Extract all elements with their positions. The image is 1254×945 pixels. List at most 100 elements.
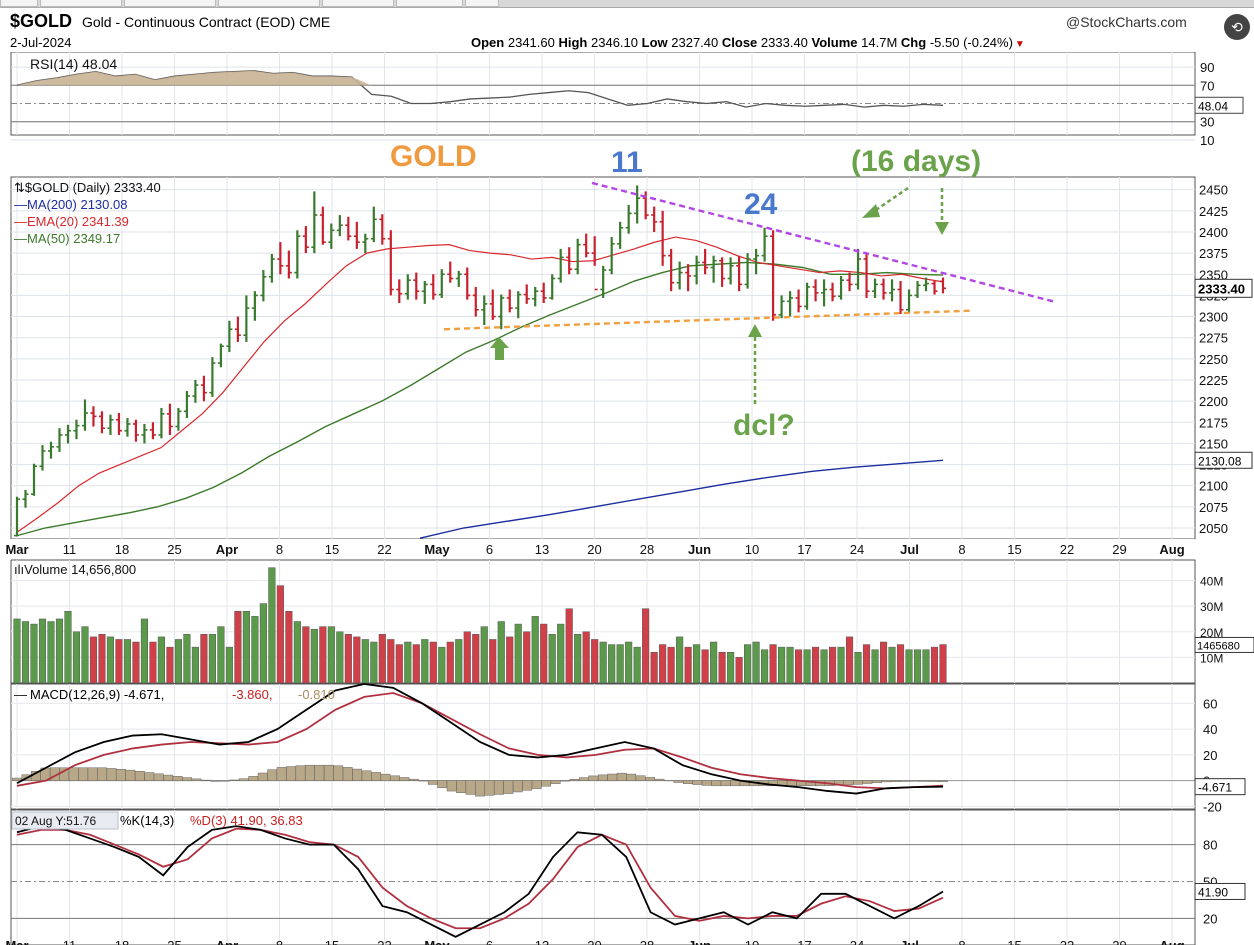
volume-bar [429, 641, 437, 684]
macd-histogram-bar [371, 772, 381, 781]
browser-tab[interactable] [40, 0, 122, 7]
cycle-11-annotation: 11 [611, 146, 643, 179]
low-value: 2327.40 [671, 35, 719, 50]
date-axis-label-bottom: 29 [1112, 938, 1126, 945]
browser-tab[interactable] [465, 0, 499, 7]
macd-histogram-bar [465, 780, 476, 795]
date-axis-label: 6 [486, 542, 493, 557]
volume-bar [123, 639, 132, 684]
browser-tab[interactable] [322, 0, 394, 7]
date-axis-label-bottom: 10 [745, 938, 759, 945]
volume-axis-label: 20M [1200, 626, 1223, 640]
stockcharts-brand[interactable]: @StockCharts.com [1066, 14, 1187, 30]
price-axis-label: 2175 [1199, 415, 1228, 430]
volume-bar [625, 641, 633, 684]
price-axis-label: 2450 [1199, 183, 1228, 198]
volume-bar [293, 621, 301, 684]
date-axis-label-bottom: 24 [850, 938, 864, 945]
price-legend-entry: —MA(50) 2349.17 [14, 231, 120, 246]
volume-bar [166, 646, 174, 684]
date-axis-label-bottom: 20 [587, 938, 601, 945]
macd-histogram-bar [569, 779, 580, 781]
rsi-axis-label: 10 [1200, 133, 1214, 148]
volume-bar [395, 644, 403, 684]
browser-tab[interactable] [0, 0, 38, 7]
volume-bar [693, 644, 701, 684]
technical-chart[interactable]: Mar Mar 11 11 18 18 25 25 Apr Apr 8 8 15 15 22 22 May May… [0, 52, 1254, 945]
volume-bar [752, 641, 760, 684]
scroll-circle-icon[interactable]: ⟲ [1224, 14, 1250, 40]
macd-histogram-bar [720, 780, 731, 787]
date-axis-label: 22 [377, 542, 391, 557]
volume-bar [191, 646, 199, 684]
volume-bar [21, 621, 30, 684]
macd-histogram-bar [390, 775, 400, 781]
dcl-annotation: dcl? [733, 409, 795, 442]
volume-bar [378, 634, 386, 684]
volume-bar [939, 644, 947, 684]
macd-axis-label: -20 [1203, 799, 1222, 814]
macd-histogram-bar [399, 777, 410, 781]
volume-bar [106, 636, 115, 684]
rsi-axis-label: 30 [1200, 115, 1214, 130]
volume-bar [523, 631, 531, 684]
volume-bar [336, 631, 344, 684]
macd-histogram-bar [361, 770, 372, 781]
ma200-value-box [1194, 451, 1253, 469]
volume-bar [149, 641, 157, 684]
volume-axis-label: 40M [1200, 575, 1223, 589]
macd-histogram-bar [626, 773, 637, 781]
macd-histogram-bar [342, 767, 353, 781]
date-axis-label-bottom: 11 [63, 938, 77, 945]
volume-bar [480, 626, 488, 684]
volume-last-box [1194, 636, 1254, 653]
volume-bar [837, 646, 845, 684]
volume-bar [778, 646, 786, 684]
macd-title-marker: — [14, 687, 27, 702]
volume-bar [616, 644, 624, 684]
volume-label: Volume [811, 35, 858, 50]
macd-histogram-bar [928, 780, 939, 782]
volume-bar [795, 649, 803, 684]
volume-bar [591, 639, 599, 684]
volume-bar [370, 641, 378, 684]
browser-tab[interactable] [218, 0, 320, 7]
panel-stochastic-frame [10, 809, 1196, 945]
date-axis-label-bottom: 15 [325, 938, 339, 945]
date-axis-label: Aug [1159, 542, 1184, 557]
macd-histogram-bar [881, 780, 892, 783]
volume-bar [412, 644, 420, 684]
volume-bar [234, 611, 242, 684]
volume-bar [319, 626, 327, 684]
volume-bar [463, 631, 471, 684]
date-axis-label-bottom: 8 [958, 938, 965, 945]
chart-date: 2-Jul-2024 [10, 35, 72, 50]
volume-bar [879, 641, 888, 684]
macd-histogram-bar [654, 778, 665, 781]
date-axis-label-bottom: Jun [688, 938, 711, 945]
ma200-value-label: 2130.08 [1198, 454, 1242, 468]
macd-histogram-bar [938, 780, 948, 782]
macd-histogram-bar [909, 780, 920, 782]
date-axis-label-bottom: 15 [1007, 938, 1021, 945]
price-axis-label: 2075 [1199, 500, 1228, 515]
instrument-name: Gold - Continuous Contract (EOD) CME [82, 14, 330, 30]
volume-bar [531, 616, 539, 684]
date-axis-label: 18 [115, 542, 129, 557]
volume-bar [650, 652, 658, 684]
browser-tab[interactable] [396, 0, 463, 7]
date-axis-label-bottom: 22 [1060, 938, 1074, 945]
volume-bar [353, 636, 361, 684]
browser-tab-strip [0, 0, 1254, 8]
date-axis-label: May [424, 542, 450, 557]
macd-histogram-bar [87, 767, 98, 781]
volume-bar [862, 644, 871, 684]
date-axis-label: 10 [745, 542, 759, 557]
macd-histogram-bar [475, 780, 485, 797]
ma200-line [419, 459, 944, 539]
macd-histogram-bar [267, 769, 278, 781]
browser-tab[interactable] [124, 0, 216, 7]
macd-histogram-bar [456, 780, 466, 793]
macd-histogram-bar [182, 777, 192, 781]
volume-bar [157, 636, 165, 684]
